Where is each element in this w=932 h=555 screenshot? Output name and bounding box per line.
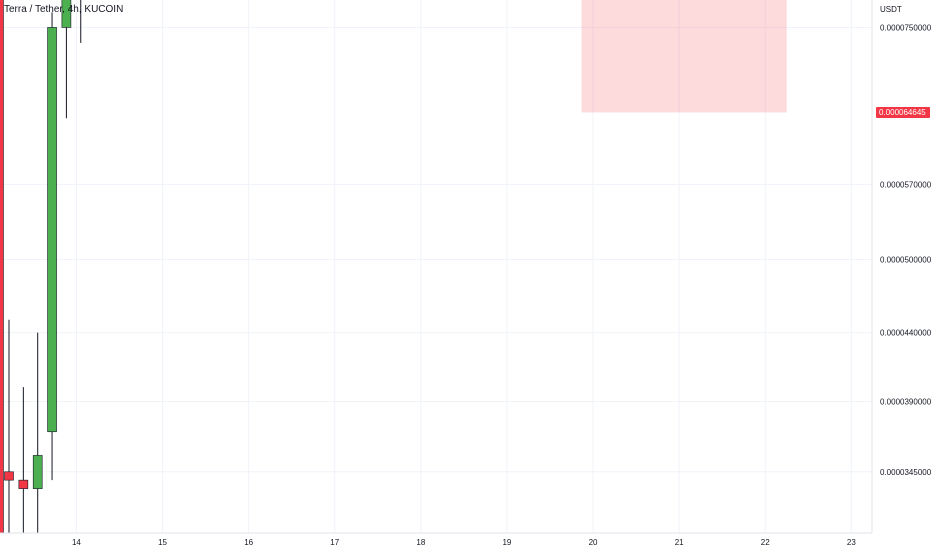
- x-tick-label: 19: [502, 538, 511, 547]
- y-tick-label: 0.0000570000: [880, 180, 932, 189]
- x-tick-label: 15: [158, 538, 167, 547]
- y-tick-label: 0.0000390000: [880, 398, 932, 407]
- candle: [0, 0, 4, 534]
- x-tick-label: 18: [416, 538, 425, 547]
- candle: [4, 319, 14, 533]
- stop-zone: [581, 0, 787, 113]
- candle-body: [18, 479, 29, 489]
- stop-price-tag-label: 0.000064645: [879, 108, 926, 117]
- x-tick-label: 20: [589, 538, 598, 547]
- candle-body: [4, 471, 14, 481]
- candles: [0, 0, 82, 534]
- y-tick-label: 0.0000345000: [880, 468, 932, 477]
- price-axis: USDT0.00075000000.00065000000.0005500000…: [0, 0, 932, 534]
- x-tick-label: 17: [330, 538, 339, 547]
- y-tick-label: 0.0000440000: [880, 329, 932, 338]
- candle-body: [0, 0, 4, 534]
- grid: [0, 0, 872, 533]
- chart-title: Terra / Tether, 4h, KUCOIN: [4, 4, 124, 15]
- y-tick-label: 0.0000750000: [880, 23, 932, 32]
- currency-label: USDT: [880, 5, 902, 14]
- x-tick-label: 14: [72, 538, 81, 547]
- x-tick-label: 23: [847, 538, 856, 547]
- position-tool: [581, 0, 787, 113]
- candle-body: [61, 0, 72, 28]
- x-tick-label: 16: [244, 538, 253, 547]
- x-tick-label: 21: [675, 538, 684, 547]
- candle: [32, 332, 43, 533]
- candle: [47, 12, 57, 481]
- candle: [61, 0, 72, 119]
- price-tags: 0.0004663640.0001301060.00012977901:33:1…: [876, 106, 930, 118]
- y-tick-label: 0.0000500000: [880, 255, 932, 264]
- x-tick-label: 22: [761, 538, 770, 547]
- candle-body: [47, 27, 57, 433]
- time-axis: 14 15 16 17 18 19 20 21 22 23: [72, 538, 856, 547]
- candle: [18, 387, 29, 533]
- stop-price-tag: [876, 106, 930, 118]
- candle-body: [32, 455, 43, 489]
